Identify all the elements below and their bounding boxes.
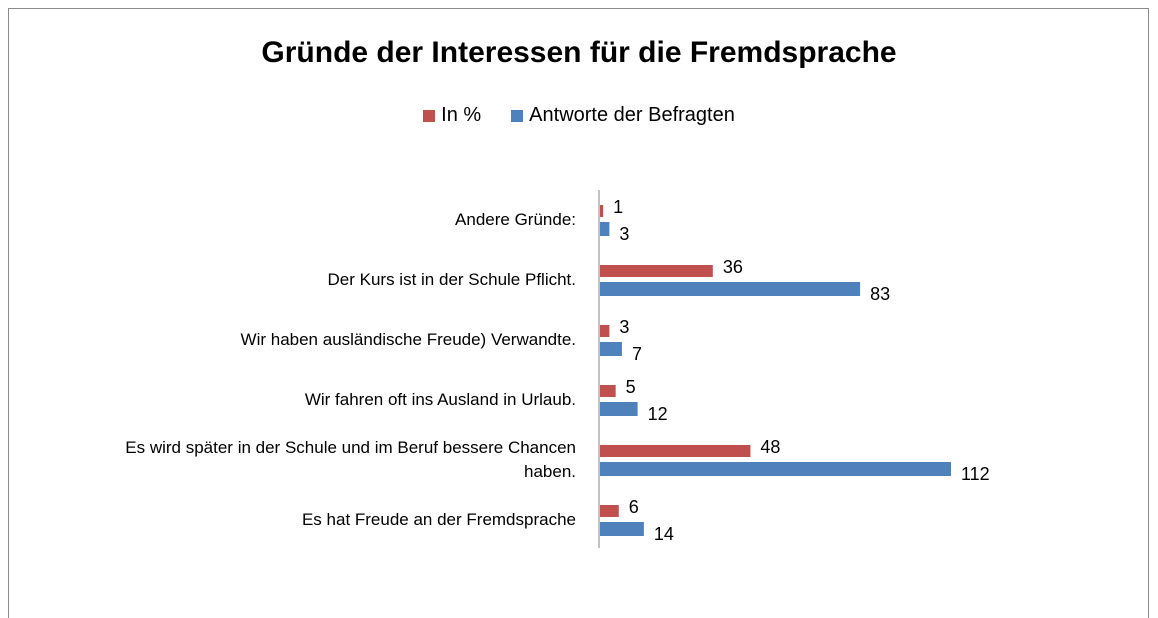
- bar: [600, 462, 951, 476]
- bar: [600, 505, 619, 517]
- category-label: Es wird später in der Schule und im Beru…: [125, 438, 576, 481]
- data-label: 83: [870, 284, 890, 304]
- legend-swatch: [423, 109, 436, 122]
- data-label: 6: [629, 497, 639, 517]
- bar: [600, 522, 644, 536]
- data-label: 112: [961, 464, 990, 484]
- data-label: 7: [632, 344, 642, 364]
- bar: [600, 385, 616, 397]
- data-label: 36: [723, 257, 743, 277]
- legend-item: In %: [423, 104, 481, 127]
- data-label: 5: [626, 377, 636, 397]
- data-label: 48: [760, 437, 780, 457]
- data-label: 12: [648, 404, 668, 424]
- data-label: 3: [619, 317, 629, 337]
- category-label: Andere Gründe:: [455, 210, 576, 229]
- category-label: Es hat Freude an der Fremdsprache: [301, 510, 576, 529]
- bar: [600, 342, 622, 356]
- bar: [600, 325, 610, 337]
- bar: [600, 402, 638, 416]
- category-label: Wir fahren oft ins Ausland in Urlaub.: [304, 390, 576, 409]
- legend-item: Antworte der Befragten: [511, 104, 735, 127]
- legend-label: In %: [441, 104, 482, 126]
- bar: [600, 445, 751, 457]
- category-label: Wir haben ausländische Freude) Verwandte…: [240, 330, 576, 349]
- bar: [600, 282, 861, 296]
- bar: [600, 265, 713, 277]
- legend-swatch: [511, 109, 524, 122]
- category-label: Der Kurs ist in der Schule Pflicht.: [327, 270, 576, 289]
- data-label: 14: [654, 524, 674, 544]
- legend-label: Antworte der Befragten: [529, 104, 735, 126]
- bar: [600, 222, 610, 236]
- chart-frame: [8, 8, 1149, 618]
- data-label: 3: [619, 224, 629, 244]
- data-label: 1: [613, 197, 623, 217]
- chart-title: Gründe der Interessen für die Fremdsprac…: [261, 36, 897, 69]
- bar: [600, 205, 604, 217]
- legend: In % Antworte der Befragten: [0, 104, 1158, 127]
